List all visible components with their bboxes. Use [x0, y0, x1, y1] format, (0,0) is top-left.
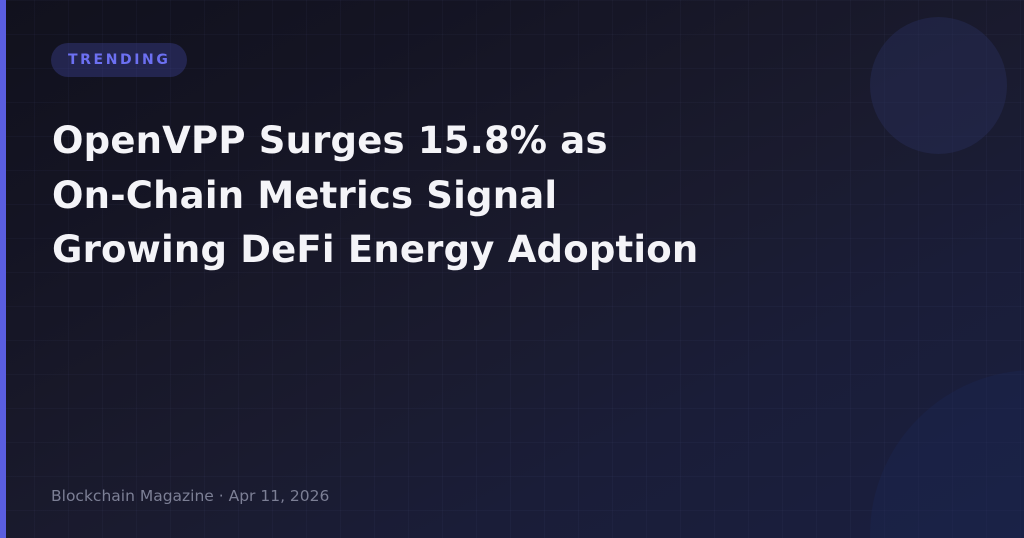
trending-badge-label: TRENDING	[68, 52, 171, 68]
headline-line-1: OpenVPP Surges 15.8% as	[52, 119, 608, 162]
byline: Blockchain Magazine · Apr 11, 2026	[51, 487, 330, 505]
accent-bar	[0, 0, 6, 538]
headline-line-2: On-Chain Metrics Signal	[52, 173, 558, 217]
headline-line-3: Growing DeFi Energy Adoption	[52, 228, 699, 271]
trending-badge: TRENDING	[51, 43, 188, 77]
article-headline: OpenVPP Surges 15.8% as On-Chain Metrics…	[52, 114, 812, 278]
decorative-circle-bottom	[870, 370, 1024, 538]
decorative-circle-top	[870, 17, 1007, 154]
